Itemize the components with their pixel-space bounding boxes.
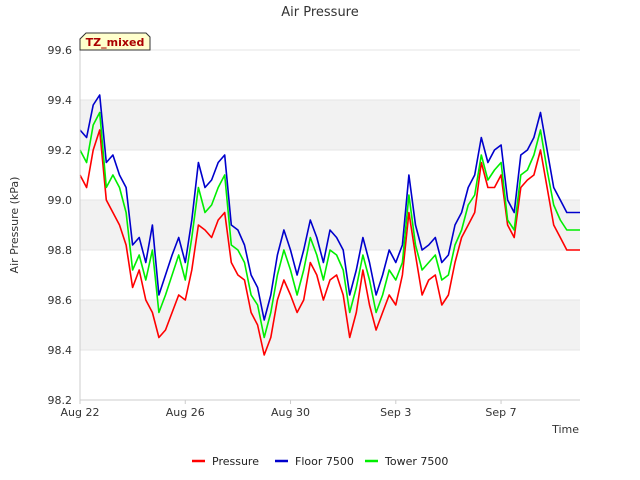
plot-area xyxy=(80,50,580,400)
y-tick-label: 99.6 xyxy=(48,44,73,57)
legend-item-tower-7500: Tower 7500 xyxy=(365,455,448,468)
grid-band xyxy=(80,100,580,150)
y-tick-label: 99.0 xyxy=(48,194,73,207)
annotation-box xyxy=(79,32,151,51)
y-axis-label: Air Pressure (kPa) xyxy=(8,177,21,274)
series-line-floor-7500 xyxy=(79,94,580,321)
grid-band xyxy=(80,300,580,350)
x-tick-label: Aug 22 xyxy=(61,406,100,419)
series-line-tower-7500 xyxy=(79,111,580,339)
legend-label: Floor 7500 xyxy=(295,455,354,468)
chart-title: Air Pressure xyxy=(281,5,359,20)
y-tick-label: 99.4 xyxy=(48,94,73,107)
grid-band xyxy=(80,200,580,250)
y-axis-ticks: 98.2 98.4 98.6 98.8 99.0 99.2 99.4 99.6 xyxy=(48,44,73,407)
x-axis-label: Time xyxy=(551,423,579,436)
y-tick-label: 98.8 xyxy=(48,244,73,257)
series-line-pressure xyxy=(79,129,580,356)
axes xyxy=(79,50,580,401)
y-tick-label: 99.2 xyxy=(48,144,73,157)
y-tick-label: 98.4 xyxy=(48,344,73,357)
series-lines xyxy=(79,94,580,356)
y-tick-label: 98.2 xyxy=(48,394,73,407)
x-tick-label: Sep 7 xyxy=(485,406,516,419)
legend-label: Pressure xyxy=(212,455,259,468)
x-tick-label: Sep 3 xyxy=(380,406,411,419)
legend-label: Tower 7500 xyxy=(384,455,448,468)
legend: Pressure Floor 7500 Tower 7500 xyxy=(192,455,448,468)
annotation-text: TZ_mixed xyxy=(86,36,145,49)
x-tick-label: Aug 26 xyxy=(166,406,205,419)
x-axis-ticks: Aug 22 Aug 26 Aug 30 Sep 3 Sep 7 xyxy=(61,400,517,419)
x-tick-label: Aug 30 xyxy=(271,406,310,419)
legend-item-floor-7500: Floor 7500 xyxy=(275,455,354,468)
y-tick-label: 98.6 xyxy=(48,294,73,307)
legend-item-pressure: Pressure xyxy=(192,455,259,468)
annotation-badge: TZ_mixed xyxy=(79,32,151,51)
